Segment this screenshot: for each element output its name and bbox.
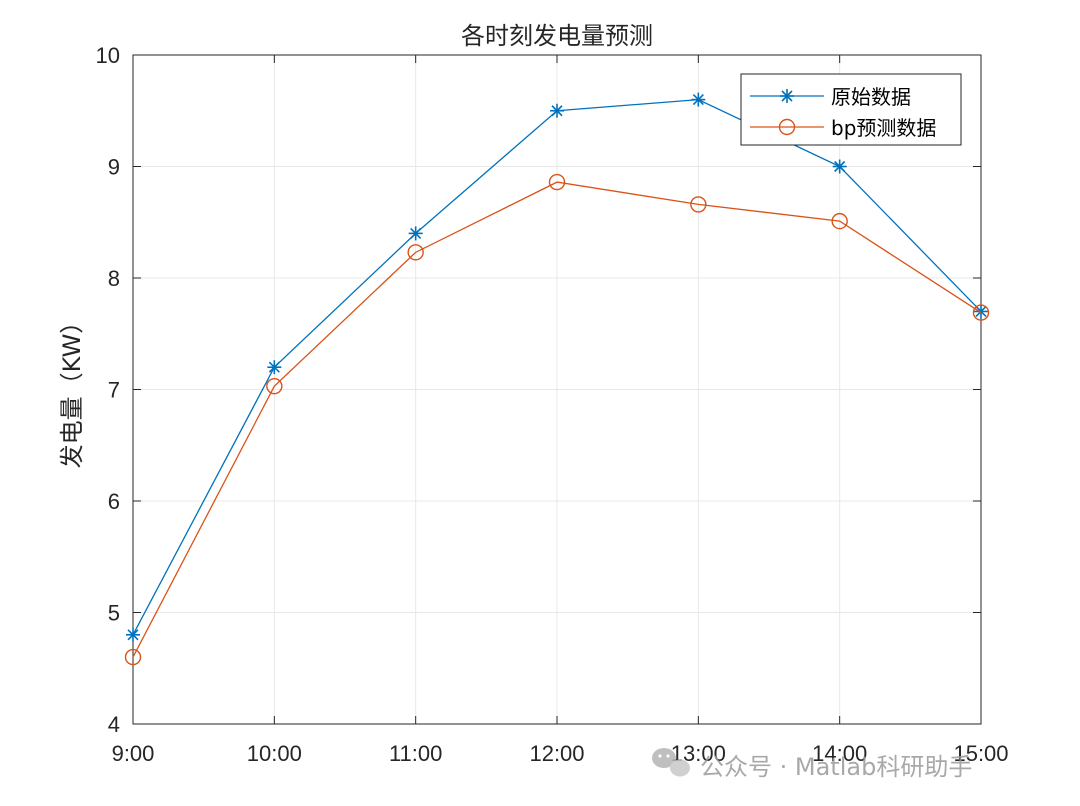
data-point-asterisk (974, 304, 988, 319)
data-point-asterisk (126, 627, 140, 642)
y-tick-label: 4 (108, 712, 120, 737)
legend[interactable]: 原始数据 bp预测数据 (740, 73, 962, 146)
x-tick-label: 9:00 (112, 741, 155, 766)
asterisk-stroke (127, 629, 139, 641)
data-point-circle (690, 196, 707, 213)
legend-marker-asterisk (780, 89, 794, 103)
asterisk-stroke (410, 227, 422, 239)
data-point-circle (831, 212, 848, 230)
x-tick-labels: 9:00 10:00 11:00 12:00 13:00 14:00 15:00 (112, 741, 1009, 766)
x-tick-label: 15:00 (953, 741, 1008, 766)
legend-label-bp: bp预测数据 (831, 116, 936, 140)
asterisk-stroke (975, 305, 987, 318)
x-tick-label: 14:00 (812, 741, 867, 766)
data-point-asterisk (691, 92, 706, 107)
x-tick-label: 10:00 (247, 741, 302, 766)
asterisk-stroke (268, 361, 280, 373)
chart-title: 各时刻发电量预测 (461, 22, 653, 50)
y-tick-label: 10 (96, 43, 120, 68)
data-point-circle (407, 244, 424, 261)
axis-ticks (132, 54, 982, 725)
asterisk-stroke (834, 160, 846, 173)
y-tick-label: 7 (108, 378, 120, 403)
legend-label-original: 原始数据 (831, 85, 911, 109)
asterisk-stroke (692, 94, 704, 106)
data-point-asterisk (832, 159, 847, 174)
legend-box (740, 73, 962, 146)
watermark-text: 公众号 · Matlab科研助手 (700, 753, 972, 781)
x-tick-label: 11:00 (389, 741, 442, 766)
data-point-asterisk (408, 226, 423, 241)
data-point-circle (124, 648, 142, 666)
watermark: 公众号 · Matlab科研助手 (652, 748, 972, 781)
series-group (124, 92, 990, 666)
asterisk-stroke (551, 105, 563, 117)
data-point-asterisk (267, 360, 282, 375)
data-point-circle (266, 377, 283, 395)
data-point-circle (972, 304, 990, 321)
data-point-circle (548, 173, 566, 191)
legend-marker-circle (778, 118, 796, 136)
y-tick-labels: 4 5 6 7 8 9 10 (96, 43, 120, 737)
y-tick-label: 6 (108, 489, 120, 514)
y-tick-label: 9 (108, 155, 120, 180)
data-point-asterisk (550, 103, 564, 118)
x-tick-label: 12:00 (529, 741, 584, 766)
wechat-icon (652, 748, 690, 777)
series-line-1 (132, 181, 982, 658)
y-tick-label: 8 (108, 266, 120, 291)
y-axis-label: 发电量（KW） (58, 310, 86, 469)
y-tick-label: 5 (108, 601, 120, 626)
